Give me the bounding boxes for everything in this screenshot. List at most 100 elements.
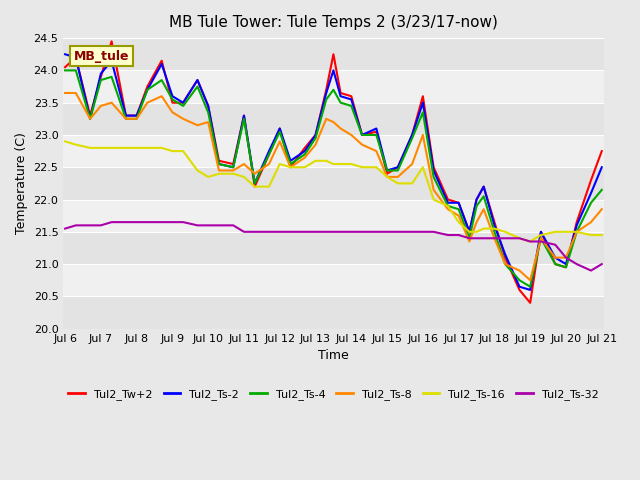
Bar [63,103,604,135]
Tul2_Ts-32 [491,235,499,241]
Tul2_Ts-32 [132,219,140,225]
Tul2_Tw+2 [265,152,273,157]
Tul2_Ts-32 [372,229,380,235]
Tul2_Ts-2 [204,103,212,109]
Tul2_Ts-2 [61,51,69,57]
Tul2_Ts-32 [598,261,605,267]
Tul2_Ts-4 [501,261,509,267]
Tul2_Ts-8 [143,100,151,106]
Tul2_Ts-4 [194,84,202,89]
Tul2_Ts-2 [72,55,79,60]
Tul2_Ts-8 [194,122,202,128]
Tul2_Ts-8 [215,168,223,173]
Tul2_Tw+2 [480,184,488,190]
Tul2_Ts-16 [158,145,166,151]
Tul2_Ts-8 [501,261,509,267]
Tul2_Ts-2 [358,132,366,138]
Tul2_Tw+2 [179,100,187,106]
Tul2_Ts-4 [480,193,488,199]
Tul2_Ts-4 [348,103,355,109]
Tul2_Ts-8 [430,187,438,193]
Tul2_Tw+2 [408,132,416,138]
Tul2_Ts-16 [179,148,187,154]
Tul2_Ts-2 [537,229,545,235]
Tul2_Ts-32 [143,219,151,225]
Tul2_Ts-2 [573,222,580,228]
Tul2_Ts-2 [287,158,294,164]
Tul2_Ts-4 [383,168,391,173]
Tul2_Ts-16 [72,142,79,147]
Tul2_Tw+2 [61,64,69,70]
Tul2_Tw+2 [465,229,473,235]
Tul2_Ts-2 [97,71,105,76]
Tul2_Ts-32 [61,226,69,231]
Tul2_Ts-4 [97,77,105,83]
Tul2_Ts-16 [501,229,509,235]
Tul2_Ts-32 [122,219,130,225]
Tul2_Tw+2 [598,148,605,154]
Tul2_Tw+2 [394,164,402,170]
Tul2_Ts-8 [587,219,595,225]
Tul2_Ts-4 [358,132,366,138]
Tul2_Ts-2 [501,252,509,257]
Tul2_Ts-16 [408,180,416,186]
Tul2_Ts-16 [444,203,452,209]
Tul2_Ts-2 [132,113,140,119]
Tul2_Ts-2 [552,255,559,261]
Bar [63,71,604,103]
Tul2_Ts-4 [330,87,337,93]
Tul2_Tw+2 [215,158,223,164]
Tul2_Ts-32 [419,229,427,235]
Tul2_Ts-32 [323,229,330,235]
Bar [63,264,604,296]
Tul2_Ts-32 [455,232,463,238]
Tul2_Ts-2 [276,126,284,132]
Tul2_Ts-8 [562,255,570,261]
Tul2_Ts-2 [337,93,344,99]
Tul2_Ts-16 [215,171,223,177]
Tul2_Ts-8 [323,116,330,122]
Line: Tul2_Ts-4: Tul2_Ts-4 [65,71,602,287]
Tul2_Ts-8 [168,109,176,115]
Tul2_Ts-32 [516,235,524,241]
Legend: Tul2_Tw+2, Tul2_Ts-2, Tul2_Ts-4, Tul2_Ts-8, Tul2_Ts-16, Tul2_Ts-32: Tul2_Tw+2, Tul2_Ts-2, Tul2_Ts-4, Tul2_Ts… [64,384,603,405]
Tul2_Ts-2 [323,90,330,96]
Tul2_Ts-8 [444,206,452,212]
Tul2_Ts-2 [455,200,463,205]
Tul2_Tw+2 [143,84,151,89]
Tul2_Ts-16 [312,158,319,164]
Title: MB Tule Tower: Tule Temps 2 (3/23/17-now): MB Tule Tower: Tule Temps 2 (3/23/17-now… [169,15,498,30]
Tul2_Ts-4 [491,229,499,235]
Tul2_Ts-4 [455,206,463,212]
Tul2_Ts-4 [372,132,380,138]
Tul2_Ts-16 [323,158,330,164]
Tul2_Ts-32 [287,229,294,235]
Tul2_Tw+2 [287,164,294,170]
Tul2_Tw+2 [383,171,391,177]
Tul2_Ts-32 [473,235,481,241]
Tul2_Ts-32 [312,229,319,235]
Tul2_Ts-16 [251,184,259,190]
Tul2_Tw+2 [276,126,284,132]
Tul2_Ts-4 [251,180,259,186]
Tul2_Ts-2 [408,132,416,138]
Tul2_Ts-8 [491,235,499,241]
Tul2_Ts-4 [312,135,319,141]
Tul2_Ts-2 [168,93,176,99]
Tul2_Ts-32 [179,219,187,225]
Tul2_Ts-16 [516,235,524,241]
Tul2_Ts-8 [132,116,140,122]
Bar [63,200,604,232]
Tul2_Ts-16 [204,174,212,180]
Tul2_Ts-8 [480,206,488,212]
Tul2_Ts-32 [537,239,545,244]
Line: Tul2_Ts-2: Tul2_Ts-2 [65,54,602,290]
Tul2_Ts-16 [229,171,237,177]
Tul2_Tw+2 [573,219,580,225]
Tul2_Ts-4 [430,174,438,180]
Tul2_Ts-8 [552,255,559,261]
Tul2_Ts-16 [383,174,391,180]
Tul2_Ts-4 [61,68,69,73]
Tul2_Ts-4 [337,100,344,106]
Tul2_Ts-32 [444,232,452,238]
